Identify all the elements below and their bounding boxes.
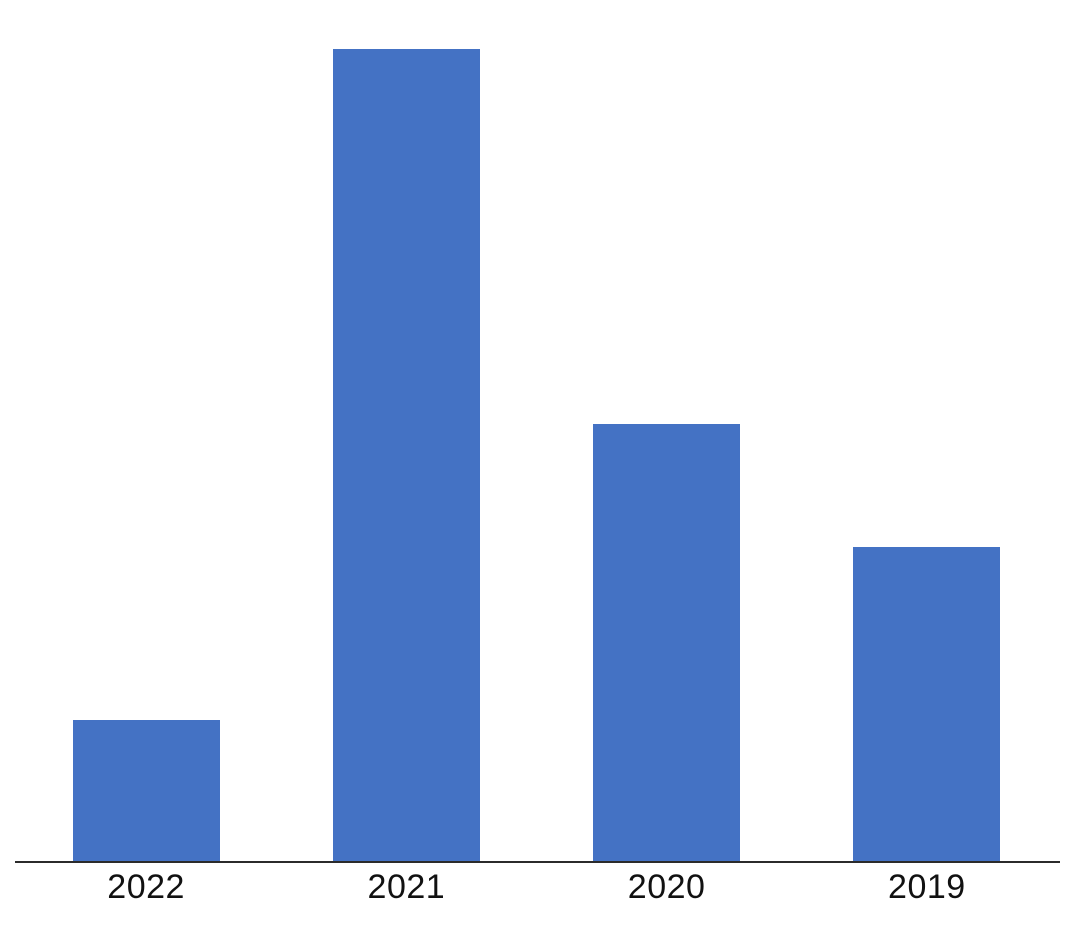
bar-slot	[16, 0, 276, 861]
x-axis-labels: 2022 2021 2020 2019	[16, 868, 1057, 906]
bar-2021	[332, 48, 480, 861]
x-axis-label-2021: 2021	[367, 868, 446, 906]
x-axis-label-2022: 2022	[107, 868, 185, 906]
bar-2019	[853, 547, 1001, 861]
bar-slot	[537, 0, 797, 861]
x-axis-label-2020: 2020	[627, 868, 706, 906]
bar-2020	[593, 424, 741, 861]
x-axis-label-2019: 2019	[888, 868, 966, 906]
x-axis-line	[15, 861, 1060, 863]
plot-area	[16, 0, 1057, 861]
bar-slot	[797, 0, 1057, 861]
bar-slot	[276, 0, 536, 861]
bar-2022	[72, 719, 220, 861]
